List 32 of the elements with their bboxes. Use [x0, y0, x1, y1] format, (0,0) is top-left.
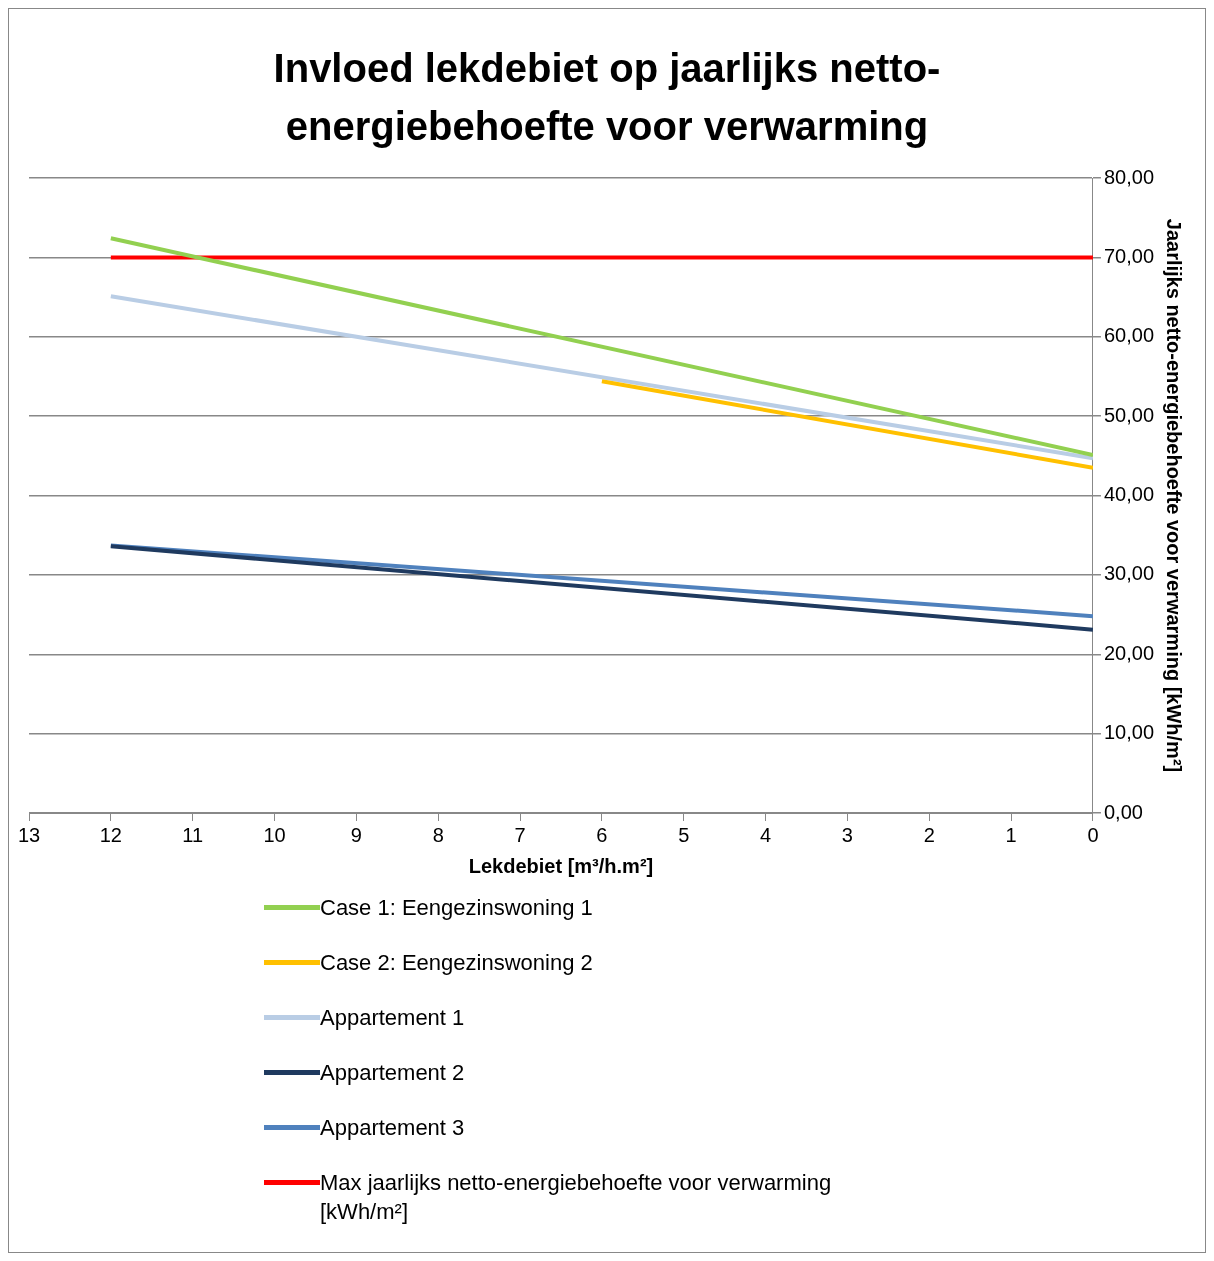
y-tick-label: 60,00: [1103, 324, 1155, 347]
x-tick-label: 5: [678, 823, 690, 846]
x-tick-label: 10: [263, 823, 286, 846]
y-tick-label: 80,00: [1103, 165, 1155, 188]
x-tick-label: 6: [596, 823, 608, 846]
x-tick-label: 11: [182, 823, 204, 846]
y-tick-label: 50,00: [1103, 403, 1155, 426]
legend-label: Case 1: Eengezinswoning 1: [320, 894, 593, 922]
y-tick-label: 40,00: [1103, 483, 1155, 506]
x-tick-label: 13: [17, 823, 41, 846]
x-axis-title: Lekdebiet [m³/h.m²]: [468, 854, 654, 877]
y-tick-label: 10,00: [1103, 721, 1155, 744]
y-axis-title: Jaarlijks netto-energiebehoefte voor verwarming [kWh/m²]: [1163, 218, 1186, 773]
x-tick-label: 1: [1005, 823, 1017, 846]
y-tick-label: 30,00: [1103, 562, 1155, 585]
y-tick-label: 70,00: [1103, 244, 1155, 267]
legend-label: Appartement 1: [320, 1004, 465, 1032]
chart-title: Invloed lekdebiet op jaarlijks netto-energiebehoefte voor verwarming: [272, 45, 942, 150]
legend-label: Appartement 2: [320, 1059, 465, 1087]
y-tick-label: 0,00: [1103, 800, 1143, 823]
x-tick-label: 3: [841, 823, 853, 846]
x-tick-label: 0: [1087, 823, 1099, 846]
x-tick-label: 4: [760, 823, 772, 846]
legend-label: Max jaarlijks netto-energiebehoefte voor verwarming [kWh/m²]: [320, 1169, 833, 1226]
x-tick-label: 8: [432, 823, 444, 846]
legend-label: Appartement 3: [320, 1114, 465, 1142]
x-tick-label: 9: [350, 823, 362, 846]
x-tick-label: 2: [923, 823, 935, 846]
x-tick-label: 12: [99, 823, 122, 846]
y-tick-label: 20,00: [1103, 641, 1155, 664]
legend-label: Case 2: Eengezinswoning 2: [320, 949, 593, 977]
x-tick-label: 7: [514, 823, 526, 846]
